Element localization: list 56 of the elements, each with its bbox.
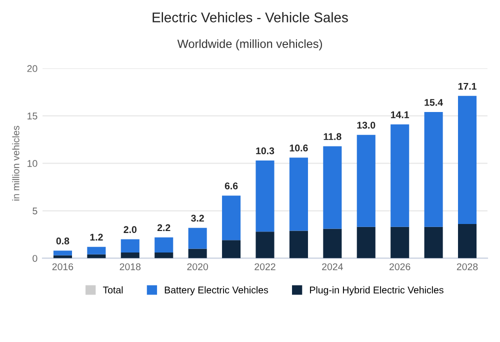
- total-label: 3.2: [191, 214, 204, 222]
- bar: [120, 239, 140, 253]
- total-label: 13.0: [357, 122, 376, 129]
- bar: [289, 230, 308, 258]
- x-tick-label: 2016: [52, 263, 74, 270]
- bar: [188, 248, 207, 258]
- bar: [458, 224, 477, 258]
- y-tick-label: 5: [32, 208, 38, 214]
- total-label: 1.2: [90, 234, 103, 241]
- bar: [458, 96, 477, 224]
- bar: [188, 228, 207, 249]
- bar: [154, 252, 174, 258]
- total-label: 14.1: [391, 111, 410, 118]
- bar: [53, 250, 72, 256]
- bar: [289, 158, 308, 231]
- x-tick-label: 2018: [120, 263, 141, 270]
- total-label: 10.3: [256, 147, 274, 154]
- total-label: 2.0: [124, 226, 137, 234]
- bar: [424, 112, 443, 227]
- chart-subtitle: Worldwide (million vehicles): [177, 39, 322, 50]
- x-tick-label: 2022: [254, 263, 276, 270]
- bar: [154, 237, 174, 253]
- chart-title: Electric Vehicles - Vehicle Sales: [152, 12, 348, 22]
- bar: [222, 196, 241, 240]
- bar: [424, 226, 443, 258]
- bar: [87, 246, 106, 254]
- total-label: 11.8: [324, 133, 342, 140]
- x-tick-label: 2020: [187, 263, 208, 270]
- y-tick-label: 0: [32, 254, 38, 262]
- bar: [256, 232, 274, 258]
- total-label: 10.6: [290, 144, 308, 152]
- x-tick-label: 2026: [390, 263, 410, 270]
- bar: [356, 226, 376, 258]
- x-tick-label: 2024: [322, 263, 343, 270]
- total-label: 6.6: [224, 182, 238, 190]
- total-label: 17.1: [458, 82, 476, 90]
- bar: [120, 252, 140, 258]
- bar: [323, 228, 342, 258]
- legend-label: Plug-in Hybrid Electric Vehicles: [310, 286, 444, 296]
- bar: [390, 226, 410, 258]
- bar: [390, 124, 410, 227]
- x-tick-label: 2028: [456, 263, 478, 270]
- y-axis-title: in million vehicles: [12, 126, 20, 200]
- total-label: 15.4: [424, 99, 443, 106]
- y-tick-label: 15: [28, 112, 38, 120]
- bar: [87, 254, 106, 258]
- bar: [356, 134, 376, 227]
- bar: [256, 160, 274, 232]
- bar: [222, 240, 241, 258]
- bar: [323, 146, 342, 229]
- legend-label: Battery Electric Vehicles: [164, 286, 268, 296]
- y-tick-label: 10: [28, 160, 38, 167]
- legend-label: Total: [102, 286, 123, 294]
- y-tick-label: 20: [27, 65, 38, 72]
- total-label: 2.2: [157, 224, 170, 232]
- total-label: 0.8: [56, 238, 70, 244]
